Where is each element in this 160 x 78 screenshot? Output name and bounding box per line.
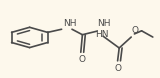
Text: HN: HN [95, 30, 109, 39]
Text: O: O [78, 55, 85, 64]
Text: O: O [132, 26, 139, 35]
Text: NH: NH [98, 19, 111, 28]
Text: O: O [115, 64, 122, 73]
Text: NH: NH [63, 20, 77, 28]
